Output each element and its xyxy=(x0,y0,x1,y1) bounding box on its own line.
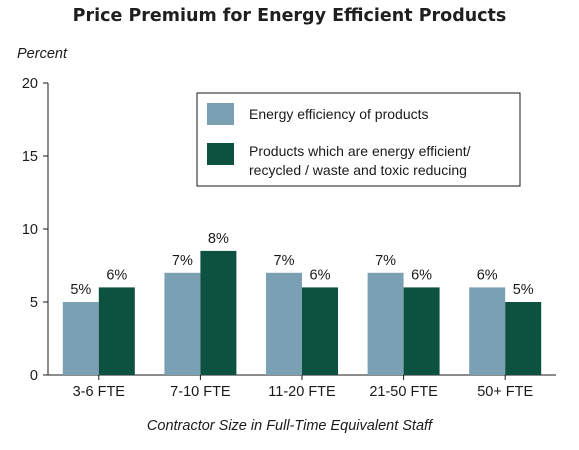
bar xyxy=(403,287,440,375)
data-label: 6% xyxy=(106,267,127,283)
data-label: 7% xyxy=(274,253,295,269)
legend-swatch xyxy=(207,103,234,125)
chart-title: Price Premium for Energy Efficient Produ… xyxy=(72,6,507,26)
bar xyxy=(367,272,404,375)
y-tick-label: 10 xyxy=(22,222,38,238)
x-axis-label: Contractor Size in Full-Time Equivalent … xyxy=(146,418,433,434)
legend-label: Energy efficiency of products xyxy=(249,106,429,122)
x-tick-label: 50+ FTE xyxy=(477,384,533,400)
y-tick-label: 0 xyxy=(30,368,38,384)
bar xyxy=(469,287,506,375)
data-label: 6% xyxy=(411,267,432,283)
bar xyxy=(200,250,237,375)
bar xyxy=(302,287,338,375)
bar xyxy=(98,287,135,375)
y-axis-label: Percent xyxy=(17,46,67,62)
data-label: 5% xyxy=(513,282,534,298)
bar xyxy=(62,302,99,375)
x-tick-label: 11-20 FTE xyxy=(268,384,336,400)
data-label: 7% xyxy=(375,253,396,269)
legend-label: Products which are energy efficient/ xyxy=(249,143,471,159)
x-tick-label: 21-50 FTE xyxy=(369,384,438,400)
bar xyxy=(266,272,302,375)
data-label: 7% xyxy=(172,253,193,269)
bar xyxy=(164,272,201,375)
x-tick-label: 3-6 FTE xyxy=(73,384,126,400)
legend-label: recycled / waste and toxic reducing xyxy=(249,162,467,178)
x-tick-label: 7-10 FTE xyxy=(170,384,231,400)
y-tick-label: 15 xyxy=(22,149,38,165)
legend-box xyxy=(196,92,521,187)
data-label: 5% xyxy=(70,282,91,298)
data-label: 6% xyxy=(310,267,331,283)
data-label: 8% xyxy=(208,231,229,247)
legend-swatch xyxy=(207,143,234,165)
y-tick-label: 5 xyxy=(30,295,38,311)
bar xyxy=(505,302,542,375)
data-label: 6% xyxy=(477,267,498,283)
y-tick-label: 20 xyxy=(22,76,38,92)
